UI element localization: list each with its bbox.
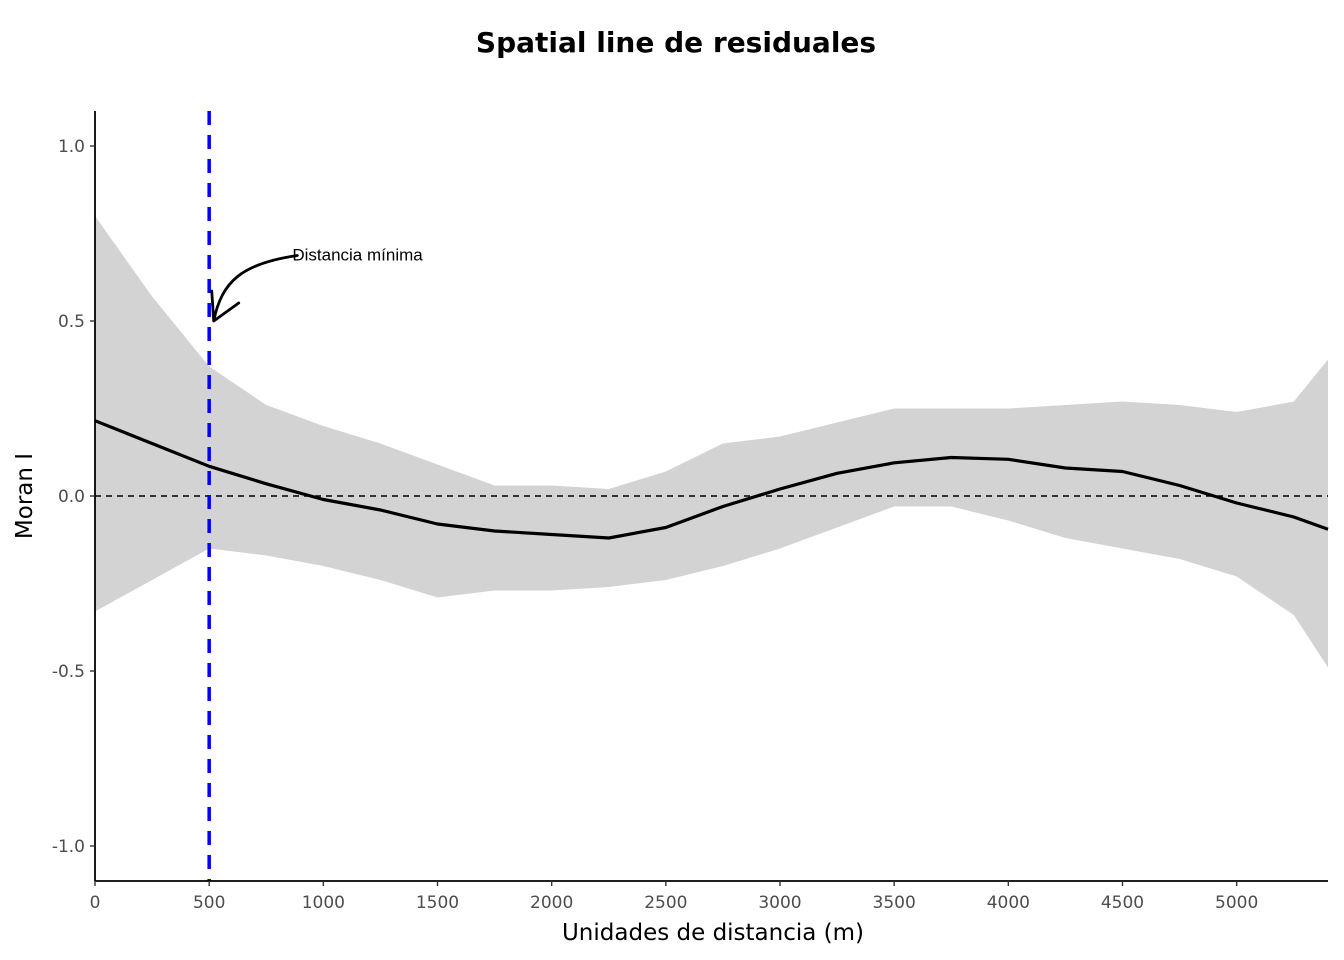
y-axis-ticks: -1.0 -0.5 0.0 0.5 1.0 bbox=[52, 137, 95, 857]
x-tick-label: 1500 bbox=[416, 893, 459, 913]
x-tick-label: 500 bbox=[193, 893, 225, 913]
x-tick-label: 2000 bbox=[530, 893, 573, 913]
annotation-label: Distancia mínima bbox=[292, 246, 423, 265]
annotation-arrow bbox=[210, 254, 299, 323]
y-tick-label: -0.5 bbox=[52, 662, 85, 682]
x-tick-label: 0 bbox=[90, 893, 101, 913]
x-tick-label: 3500 bbox=[873, 893, 916, 913]
x-tick-label: 4000 bbox=[987, 893, 1030, 913]
moran-i-line bbox=[94, 419, 1329, 540]
x-axis-ticks: 0 500 1000 1500 2000 2500 3000 3500 4000 4500 5000 bbox=[90, 881, 1258, 913]
x-tick-label: 2500 bbox=[644, 893, 687, 913]
x-axis-label: Unidades de distancia (m) bbox=[562, 920, 864, 946]
x-tick-label: 3000 bbox=[758, 893, 801, 913]
annotation: Distancia mínima bbox=[210, 246, 423, 323]
y-tick-label: 0.5 bbox=[58, 312, 85, 332]
y-tick-label: -1.0 bbox=[52, 837, 85, 857]
chart-title: Spatial line de residuales bbox=[476, 26, 876, 59]
x-tick-label: 1000 bbox=[302, 893, 345, 913]
y-axis-label: Moran I bbox=[12, 453, 38, 539]
plot-area bbox=[94, 111, 1329, 881]
x-tick-label: 5000 bbox=[1215, 893, 1258, 913]
x-tick-label: 4500 bbox=[1101, 893, 1144, 913]
y-tick-label: 1.0 bbox=[58, 137, 85, 157]
y-tick-label: 0.0 bbox=[58, 487, 85, 507]
confidence-ribbon bbox=[95, 216, 1328, 668]
